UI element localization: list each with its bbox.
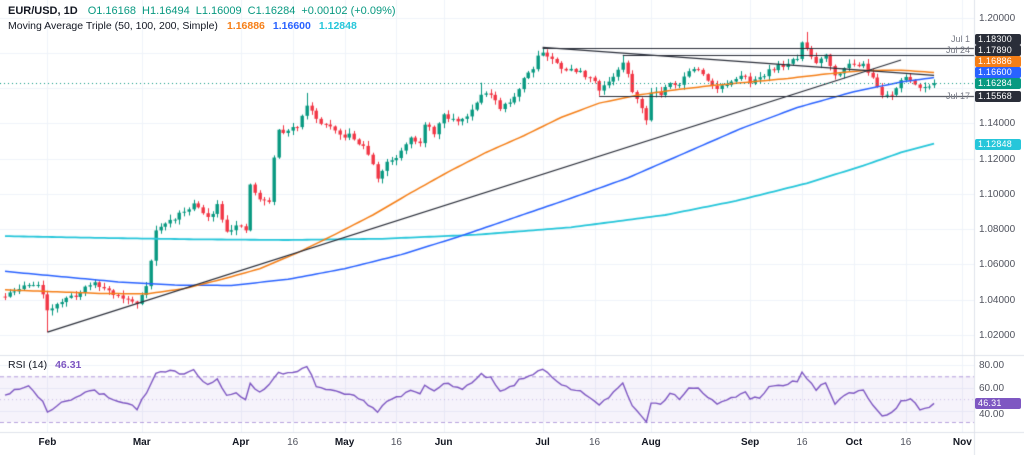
time-axis-label: 16 <box>390 437 402 448</box>
price-level-badge: 1.17890 <box>975 45 1021 57</box>
price-tick-label: 1.04000 <box>979 294 1016 306</box>
price-level-badge: 1.16886 <box>975 56 1021 68</box>
time-axis-label: 16 <box>287 437 299 448</box>
time-axis-label: May <box>334 437 355 448</box>
level-notes-layer: Jul 1 Jul 24 Jul 17 <box>900 0 970 432</box>
price-axis[interactable]: 1.20000 1.14000 1.12000 1.10000 1.08000 1.060… <box>974 0 1024 455</box>
ma200-value: 1.12848 <box>318 20 357 32</box>
price-tick-label: 1.08000 <box>979 224 1016 236</box>
time-axis-label: 16 <box>588 437 601 448</box>
level-date-note: Jul 17 <box>945 90 970 101</box>
price-tick-label: 1.20000 <box>979 12 1016 24</box>
price-level-badge: 1.15568 <box>975 90 1021 102</box>
time-axis-label: Jul <box>535 437 550 448</box>
price-tick-label: 1.06000 <box>979 259 1016 271</box>
time-axis-label: Oct <box>845 437 863 448</box>
ohlc-high: H1.16494 <box>142 5 190 17</box>
price-tick-label: 1.02000 <box>979 329 1016 341</box>
time-axis-label: Apr <box>232 437 250 448</box>
ohlc-row: EUR/USD, 1D O1.16168 H1.16494 L1.16009 C1.16… <box>8 4 402 18</box>
time-axis-label: Aug <box>641 437 661 448</box>
rsi-tick-label: 40.00 <box>979 409 1005 421</box>
price-tick-label: 1.14000 <box>979 118 1016 130</box>
price-level-badge: 1.16284 <box>975 78 1021 90</box>
time-axis[interactable]: Feb Mar Apr 16 May 16 Jun Jul 16 Aug Sep 16 Oct 16 Nov <box>0 434 974 455</box>
price-level-badge: 1.18300 <box>975 34 1021 46</box>
time-axis-label: Mar <box>132 437 151 448</box>
price-level-badge: 1.12848 <box>975 138 1021 150</box>
ohlc-open: O1.16168 <box>87 5 137 17</box>
chart-legend: EUR/USD, 1D O1.16168 H1.16494 L1.16009 C1.16… <box>8 4 402 33</box>
rsi-tick-label: 60.00 <box>979 382 1005 394</box>
level-date-note: Jul 1 <box>950 34 970 45</box>
time-axis-label: 16 <box>900 437 912 448</box>
time-axis-label: 16 <box>796 437 808 448</box>
time-axis-label: Nov <box>952 437 972 448</box>
symbol-title[interactable]: EUR/USD, 1D <box>8 5 78 17</box>
rsi-legend: RSI (14) 46.31 <box>8 359 81 371</box>
ohlc-close: C1.16284 <box>247 5 296 17</box>
rsi-value-badge: 46.31 <box>975 398 1021 410</box>
rsi-indicator-label[interactable]: RSI (14) <box>8 359 48 371</box>
time-axis-label: Sep <box>740 437 760 448</box>
price-tick-label: 1.10000 <box>979 188 1016 200</box>
rsi-value: 46.31 <box>55 359 82 371</box>
ohlc-change: +0.00102 (+0.09%) <box>301 5 396 17</box>
ma50-value: 1.16886 <box>226 20 265 32</box>
time-axis-label: Feb <box>38 437 57 448</box>
ma-indicator-row: Moving Average Triple (50, 100, 200, Sim… <box>8 19 402 33</box>
ohlc-low: L1.16009 <box>195 5 242 17</box>
ma100-value: 1.16600 <box>272 20 311 32</box>
rsi-tick-label: 80.00 <box>979 359 1005 371</box>
level-date-note: Jul 24 <box>945 45 970 56</box>
ma-indicator-label[interactable]: Moving Average Triple (50, 100, 200, Sim… <box>8 20 218 32</box>
time-axis-label: Jun <box>434 437 453 448</box>
price-level-badge: 1.16600 <box>975 67 1021 79</box>
price-tick-label: 1.12000 <box>979 153 1016 165</box>
